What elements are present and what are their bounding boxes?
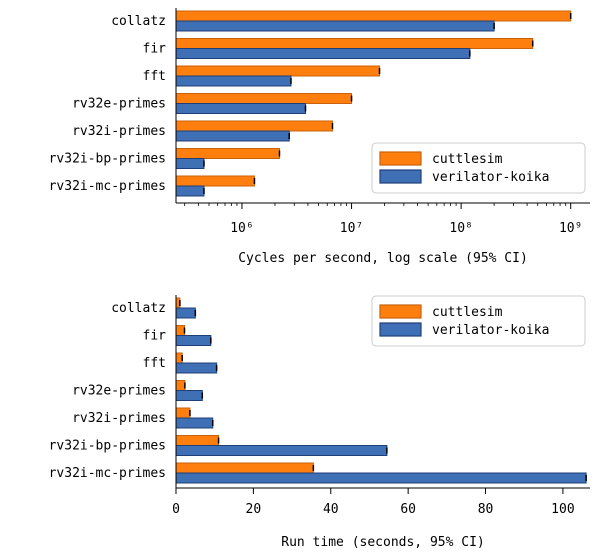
category-label-collatz: collatz [111,301,166,316]
x-tick-label: 80 [478,502,494,517]
legend-label-verilator-koika: verilator-koika [432,323,549,338]
bar-cuttlesim-fft [175,352,183,364]
bar-verilator-koika-rv32e-primes [175,390,203,401]
x-tick-label: 100 [551,502,574,517]
bar-verilator-koika-fir [175,335,212,346]
legend-label-verilator-koika: verilator-koika [432,170,549,185]
category-label-rv32i-mc-primes: rv32i-mc-primes [49,179,166,194]
legend: cuttlesim verilator-koika [371,142,586,194]
x-tick-label: 10⁷ [340,221,363,236]
category-label-rv32i-primes: rv32i-primes [72,124,166,139]
legend-swatch-cuttlesim [379,151,422,166]
x-tick-label: 10⁸ [449,221,472,236]
bar-verilator-koika-rv32i-mc-primes [175,472,587,484]
bar-cuttlesim-rv32i-mc-primes [175,462,314,474]
x-tick-label: 40 [323,502,339,517]
bar-verilator-koika-rv32i-primes [175,130,290,142]
x-axis-label: Run time (seconds, 95% CI) [281,535,485,550]
x-tick-label: 10⁶ [230,221,253,236]
x-tick-label: 60 [400,502,416,517]
bar-cuttlesim-rv32e-primes [175,93,353,104]
category-label-rv32e-primes: rv32e-primes [72,384,166,399]
category-label-fft: fft [143,356,166,371]
legend-box [371,142,586,194]
legend-label-cuttlesim: cuttlesim [432,152,503,167]
legend-swatch-verilator-koika [379,322,422,337]
category-label-rv32i-primes: rv32i-primes [72,411,166,426]
legend-box [371,295,586,347]
bar-cuttlesim-rv32i-primes [175,120,333,132]
category-label-fir: fir [143,42,167,57]
legend-swatch-verilator-koika [379,169,422,184]
category-label-rv32i-mc-primes: rv32i-mc-primes [49,466,166,481]
bar-verilator-koika-fir [175,48,471,59]
cycles-per-second-chart: collatz fir fft rv32e-primes rv32i-primes rv3… [49,8,590,266]
category-label-rv32e-primes: rv32e-primes [72,97,166,112]
category-label-fft: fft [143,69,166,84]
x-tick-label: 10⁹ [559,221,582,236]
bar-cuttlesim-rv32i-bp-primes [175,435,220,446]
run-time-chart: collatz fir fft rv32e-primes rv32i-primes rv3… [49,295,590,550]
x-tick-label: 0 [172,502,180,517]
bar-cuttlesim-fft [175,65,381,77]
bar-verilator-koika-rv32i-bp-primes [175,158,205,169]
bar-cuttlesim-fir [175,38,534,49]
bar-cuttlesim-rv32i-primes [175,407,191,419]
bar-cuttlesim-rv32i-bp-primes [175,148,280,159]
category-label-rv32i-bp-primes: rv32i-bp-primes [49,439,166,454]
bar-cuttlesim-rv32e-primes [175,380,186,391]
bar-verilator-koika-rv32e-primes [175,103,307,114]
bar-cuttlesim-collatz [175,10,572,22]
legend-label-cuttlesim: cuttlesim [432,305,503,320]
bar-verilator-koika-fft [175,362,218,374]
bar-verilator-koika-fft [175,75,292,87]
legend-swatch-cuttlesim [379,304,422,319]
bar-verilator-koika-collatz [175,307,196,319]
category-label-fir: fir [143,329,167,344]
category-label-collatz: collatz [111,14,166,29]
bar-verilator-koika-collatz [175,20,495,32]
bar-cuttlesim-rv32i-mc-primes [175,175,255,187]
bar-verilator-koika-rv32i-bp-primes [175,445,388,456]
category-label-rv32i-bp-primes: rv32i-bp-primes [49,152,166,167]
x-axis-label: Cycles per second, log scale (95% CI) [238,251,528,266]
bar-verilator-koika-rv32i-mc-primes [175,185,205,197]
bar-verilator-koika-rv32i-primes [175,417,214,429]
x-tick-label: 20 [246,502,262,517]
bar-cuttlesim-fir [175,325,186,336]
legend: cuttlesim verilator-koika [371,295,586,347]
